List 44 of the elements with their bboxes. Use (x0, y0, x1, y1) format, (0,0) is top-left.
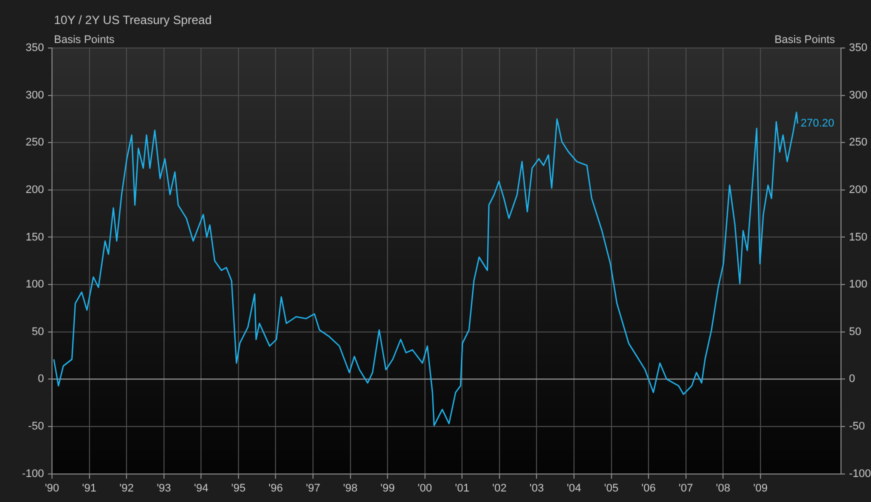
y-tick-label: 300 (26, 89, 44, 102)
x-tick-label: '97 (306, 482, 320, 494)
x-tick-label: '95 (231, 482, 246, 494)
x-tick-label: '00 (418, 482, 432, 494)
y2-tick-label: 350 (849, 42, 868, 54)
y2-tick-label: -100 (849, 468, 871, 480)
x-tick-label: '91 (82, 482, 96, 494)
x-tick-label: '08 (716, 482, 730, 494)
x-tick-label: '99 (380, 482, 395, 494)
x-tick-label: '92 (119, 482, 134, 494)
y-tick-label: 200 (26, 184, 44, 196)
x-tick-label: '01 (455, 482, 470, 494)
x-tick-label: '96 (268, 482, 283, 494)
x-tick-label: '93 (156, 482, 172, 494)
y2-tick-label: -50 (849, 420, 865, 433)
x-tick-label: '90 (44, 482, 60, 494)
y2-tick-label: 250 (849, 136, 868, 149)
x-tick-label: '94 (194, 482, 208, 494)
y-tick-label: -100 (22, 468, 44, 480)
y2-tick-label: 0 (849, 373, 856, 386)
y-axis-title: Basis Points (54, 34, 116, 46)
y2-tick-label: 200 (849, 184, 868, 196)
y-tick-label: 350 (26, 42, 44, 54)
y2-tick-label: 150 (849, 231, 868, 244)
y2-tick-label: 300 (849, 89, 868, 102)
x-tick-label: '05 (604, 482, 618, 494)
y-tick-label: 0 (38, 373, 44, 386)
x-tick-label: '09 (753, 482, 768, 494)
chart-title: 10Y / 2Y US Treasury Spread (54, 13, 212, 27)
x-tick-label: '06 (641, 482, 656, 494)
y2-tick-label: 50 (849, 326, 862, 338)
x-tick-label: '03 (530, 482, 544, 494)
x-tick-label: '02 (492, 482, 507, 494)
y-tick-label: -50 (28, 420, 44, 433)
x-tick-label: '04 (566, 482, 582, 494)
x-tick-label: '98 (343, 482, 358, 494)
y-tick-label: 100 (26, 278, 44, 291)
y-tick-label: 250 (26, 136, 44, 149)
y2-tick-label: 100 (849, 278, 868, 291)
y-tick-label: 150 (26, 231, 44, 244)
x-tick-label: '07 (678, 482, 694, 494)
y2-axis-title: Basis Points (774, 34, 836, 46)
y-tick-label: 50 (32, 326, 44, 338)
annotation: 270.20 (800, 118, 834, 130)
